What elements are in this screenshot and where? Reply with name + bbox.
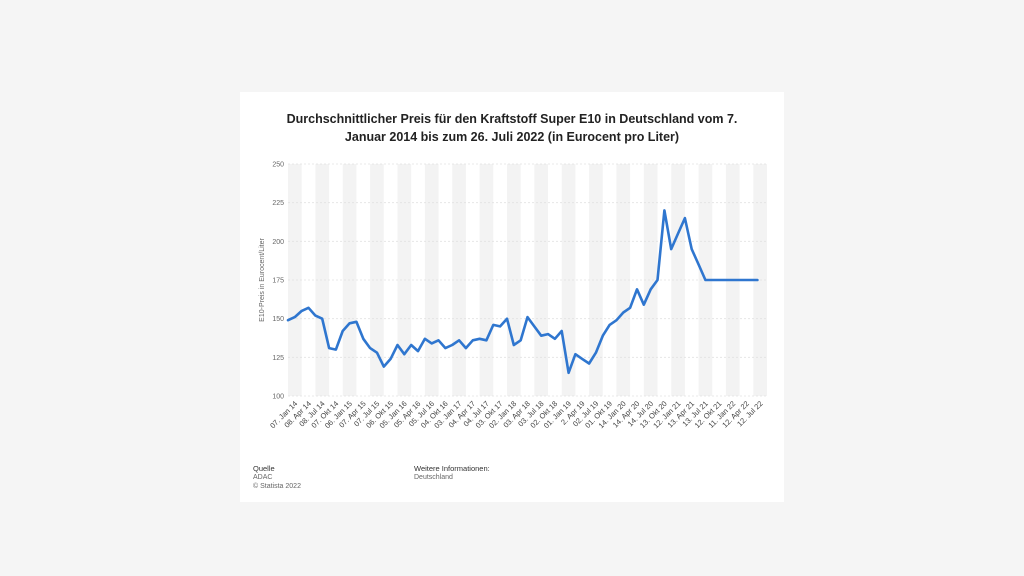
- y-tick-label: 200: [272, 239, 284, 246]
- y-axis-ticks: 100 125 150 175 200 225 250: [272, 162, 284, 401]
- info-block: Weitere Informationen: Deutschland: [414, 464, 490, 482]
- grid-lines: [288, 163, 767, 397]
- copyright-line: © Statista 2022: [253, 483, 301, 490]
- chart-title: Durchschnittlicher Preis für den Kraftst…: [286, 112, 738, 144]
- y-axis-label: E10-Preis in Eurocent/Liter: [259, 238, 266, 322]
- y-tick-label: 125: [272, 355, 284, 362]
- y-tick-label: 100: [272, 394, 284, 401]
- background-band: [671, 164, 685, 396]
- y-tick-label: 150: [272, 316, 284, 323]
- y-tick-label: 250: [272, 162, 284, 169]
- y-tick-label: 175: [272, 278, 284, 285]
- background-band: [616, 164, 631, 396]
- background-band: [643, 164, 658, 396]
- info-line: Deutschland: [414, 474, 453, 481]
- background-band: [288, 164, 302, 396]
- info-label: Weitere Informationen:: [414, 464, 490, 473]
- background-bands: [288, 164, 767, 396]
- background-band: [452, 164, 466, 396]
- background-band: [589, 164, 603, 396]
- series-line: [286, 209, 759, 375]
- source-line: ADAC: [253, 474, 273, 481]
- background-band: [424, 164, 439, 396]
- source-block: Quelle ADAC © Statista 2022: [253, 464, 301, 491]
- y-tick-label: 225: [272, 200, 284, 207]
- background-band: [479, 164, 494, 396]
- source-label: Quelle: [253, 464, 275, 473]
